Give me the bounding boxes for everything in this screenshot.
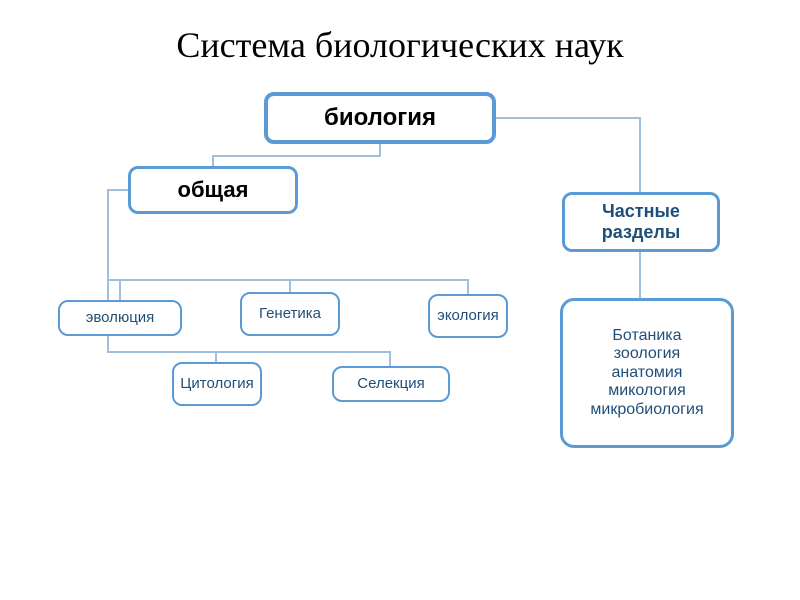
node-label: Ботаника зоология анатомия микология мик…: [590, 327, 703, 419]
node-private-list: Ботаника зоология анатомия микология мик…: [560, 298, 734, 448]
node-private: Частные разделы: [562, 192, 720, 252]
node-label: Генетика: [259, 305, 321, 322]
node-genetics: Генетика: [240, 292, 340, 336]
node-cytology: Цитология: [172, 362, 262, 406]
node-label: биология: [324, 104, 436, 132]
node-ecology: экология: [428, 294, 508, 338]
node-label: Цитология: [180, 375, 253, 392]
node-selection: Селекция: [332, 366, 450, 402]
node-label: Частные разделы: [571, 201, 711, 242]
node-label: эволюция: [86, 309, 155, 326]
node-biology: биология: [264, 92, 496, 144]
node-label: Селекция: [357, 375, 424, 392]
node-label: экология: [437, 307, 499, 324]
node-general: общая: [128, 166, 298, 214]
node-label: общая: [178, 177, 249, 202]
node-evolution: эволюция: [58, 300, 182, 336]
page-title: Система биологических наук: [0, 24, 800, 66]
